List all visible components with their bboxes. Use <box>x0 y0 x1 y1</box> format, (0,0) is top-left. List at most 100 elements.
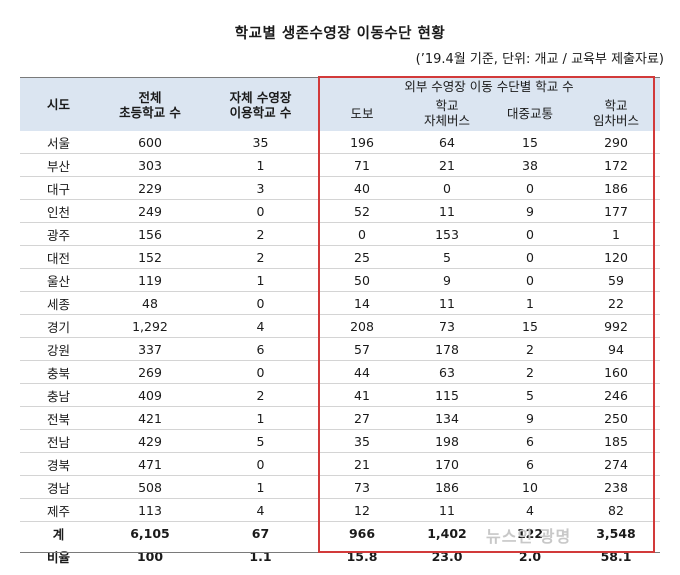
cell: 4 <box>488 498 572 522</box>
cell: 274 <box>572 452 660 476</box>
cell: 6,105 <box>97 521 203 545</box>
header-school-bus: 학교 자체버스 <box>406 95 488 131</box>
table-row: 제주 113 4 12 11 4 82 <box>20 498 660 522</box>
cell: 992 <box>572 314 660 338</box>
cell: 11 <box>406 498 488 522</box>
header-rent-bus-line1: 학교 <box>604 98 628 113</box>
cell: 12 <box>318 498 406 522</box>
cell: 59 <box>572 268 660 292</box>
cell: 153 <box>406 222 488 246</box>
cell: 1,292 <box>97 314 203 338</box>
cell: 172 <box>572 153 660 177</box>
cell: 50 <box>318 268 406 292</box>
cell: 1,402 <box>406 521 488 545</box>
cell: 269 <box>97 360 203 384</box>
cell: 경남 <box>20 475 97 499</box>
cell: 113 <box>97 498 203 522</box>
header-total-schools: 전체 초등학교 수 <box>97 78 203 131</box>
cell: 0 <box>203 199 318 223</box>
cell: 134 <box>406 406 488 430</box>
table-row: 충북 269 0 44 63 2 160 <box>20 360 660 384</box>
header-own-pool: 자체 수영장 이용학교 수 <box>203 78 318 131</box>
cell: 3,548 <box>572 521 660 545</box>
cell: 0 <box>406 176 488 200</box>
header-school-bus-line2: 자체버스 <box>423 113 470 128</box>
cell: 11 <box>406 199 488 223</box>
cell: 0 <box>318 222 406 246</box>
cell: 229 <box>97 176 203 200</box>
table-row: 인천 249 0 52 11 9 177 <box>20 199 660 223</box>
cell: 63 <box>406 360 488 384</box>
header-public-transit: 대중교통 <box>488 95 572 131</box>
cell: 1 <box>488 291 572 315</box>
cell: 38 <box>488 153 572 177</box>
cell: 울산 <box>20 268 97 292</box>
cell: 73 <box>318 475 406 499</box>
table-bottom-rule <box>20 552 660 553</box>
header-region: 시도 <box>20 78 97 131</box>
cell: 경북 <box>20 452 97 476</box>
header-rent-bus: 학교 임차버스 <box>572 95 660 131</box>
cell: 세종 <box>20 291 97 315</box>
cell: 185 <box>572 429 660 453</box>
cell: 5 <box>488 383 572 407</box>
cell: 6 <box>488 429 572 453</box>
cell: 57 <box>318 337 406 361</box>
header-school-bus-line1: 학교 <box>435 98 459 113</box>
cell: 0 <box>488 222 572 246</box>
cell: 부산 <box>20 153 97 177</box>
source-note: (’19.4월 기준, 단위: 개교 / 교육부 제출자료) <box>415 52 664 67</box>
cell: 290 <box>572 131 660 154</box>
cell: 1.1 <box>249 549 272 564</box>
cell: 73 <box>406 314 488 338</box>
cell: 2.0 <box>518 549 542 564</box>
cell: 22 <box>572 291 660 315</box>
table-row: 전북 421 1 27 134 9 250 <box>20 406 660 430</box>
cell: 48 <box>97 291 203 315</box>
cell: 비율 <box>46 550 70 565</box>
cell: 경기 <box>20 314 97 338</box>
cell: 10 <box>488 475 572 499</box>
cell: 대구 <box>20 176 97 200</box>
table-row: 강원 337 6 57 178 2 94 <box>20 337 660 361</box>
table-row: 대구 229 3 40 0 0 186 <box>20 176 660 200</box>
header-rent-bus-line2: 임차버스 <box>592 113 639 128</box>
cell: 2 <box>203 245 318 269</box>
cell: 115 <box>406 383 488 407</box>
cell: 11 <box>406 291 488 315</box>
cell: 27 <box>318 406 406 430</box>
cell: 170 <box>406 452 488 476</box>
cell: 충남 <box>20 383 97 407</box>
cell: 120 <box>572 245 660 269</box>
cell: 6 <box>203 337 318 361</box>
cell: 64 <box>406 131 488 154</box>
table-row: 전남 429 5 35 198 6 185 <box>20 429 660 453</box>
cell: 대전 <box>20 245 97 269</box>
cell: 3 <box>203 176 318 200</box>
cell: 0 <box>203 360 318 384</box>
cell: 238 <box>572 475 660 499</box>
cell: 2 <box>203 383 318 407</box>
cell: 9 <box>488 199 572 223</box>
cell: 1 <box>203 153 318 177</box>
cell: 충북 <box>20 360 97 384</box>
cell: 177 <box>572 199 660 223</box>
cell: 508 <box>97 475 203 499</box>
cell: 15 <box>488 314 572 338</box>
table-row: 경북 471 0 21 170 6 274 <box>20 452 660 476</box>
cell: 1 <box>203 406 318 430</box>
cell: 5 <box>406 245 488 269</box>
cell: 1 <box>203 268 318 292</box>
watermark: 뉴스인 광명 <box>486 527 572 546</box>
header-walk: 도보 <box>318 95 406 131</box>
cell: 198 <box>406 429 488 453</box>
header-external-pool: 외부 수영장 이동 수단별 학교 수 <box>318 78 660 95</box>
cell: 44 <box>318 360 406 384</box>
cell: 서울 <box>20 131 97 154</box>
cell: 광주 <box>20 222 97 246</box>
cell: 9 <box>488 406 572 430</box>
cell: 2 <box>488 360 572 384</box>
table-row: 경남 508 1 73 186 10 238 <box>20 475 660 499</box>
cell: 계 <box>20 521 97 545</box>
cell: 인천 <box>20 199 97 223</box>
